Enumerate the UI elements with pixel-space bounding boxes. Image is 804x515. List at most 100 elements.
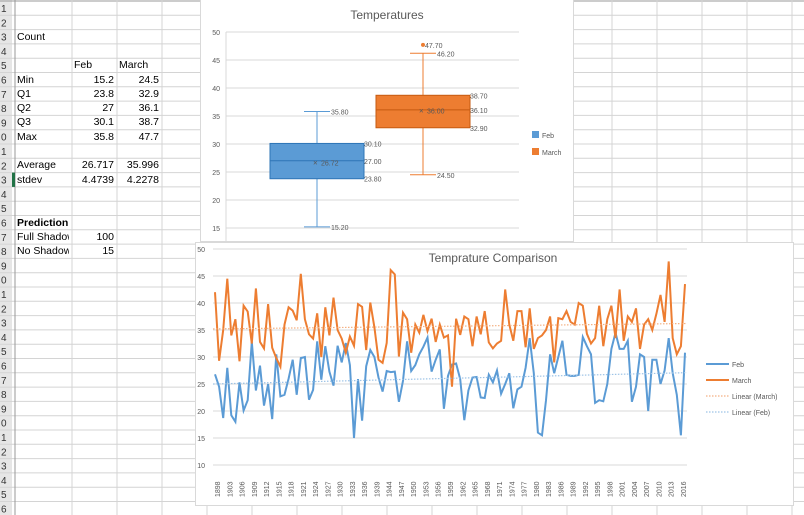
x-tick-label: 2010 bbox=[656, 481, 663, 497]
y-tick-label: 15 bbox=[197, 436, 205, 443]
header-march[interactable]: March bbox=[119, 59, 149, 72]
data-label-median: 27.00 bbox=[364, 159, 382, 166]
box-plot-svg: Temperatures 15 20 25 30 35 40 45 50 × 35.80 15.20 3… bbox=[212, 8, 562, 241]
stdev-march[interactable]: 4.2278 bbox=[126, 173, 159, 186]
stat-march[interactable]: 38.7 bbox=[138, 116, 159, 129]
row-number: 4 bbox=[1, 190, 7, 201]
x-tick-label: 1965 bbox=[473, 481, 480, 497]
stat-label[interactable]: Q1 bbox=[17, 87, 32, 100]
x-tick-label: 1927 bbox=[325, 481, 332, 497]
stat-label[interactable]: Q3 bbox=[17, 116, 32, 129]
y-tick-label: 25 bbox=[212, 170, 220, 177]
legend-label: Feb bbox=[732, 362, 744, 369]
stat-label[interactable]: Q2 bbox=[17, 102, 32, 115]
trendline bbox=[212, 322, 688, 330]
x-tick-label: 2007 bbox=[644, 481, 651, 497]
x-tick-label: 1903 bbox=[227, 481, 234, 497]
x-tick-label: 1998 bbox=[607, 481, 614, 497]
row-number: 2 bbox=[1, 304, 7, 315]
stat-label[interactable]: Max bbox=[17, 130, 37, 143]
y-tick-label: 30 bbox=[212, 142, 220, 149]
average-march[interactable]: 35.996 bbox=[126, 159, 159, 172]
x-tick-label: 1986 bbox=[558, 481, 565, 497]
average-label[interactable]: Average bbox=[17, 159, 56, 172]
data-label-mean: 36.00 bbox=[427, 108, 445, 115]
line-chart[interactable]: Temprature Comparison 10 15 20 25 30 35 40 45 50 1… bbox=[195, 242, 794, 506]
y-tick-label: 20 bbox=[212, 198, 220, 205]
data-label-min: 24.50 bbox=[437, 173, 455, 180]
x-tick-label: 1944 bbox=[387, 481, 394, 497]
row-number: 5 bbox=[1, 347, 7, 358]
data-label-outlier: 47.70 bbox=[425, 43, 443, 50]
row-number: 1 bbox=[1, 290, 7, 301]
box-march bbox=[375, 94, 471, 129]
x-tick-label: 2001 bbox=[620, 481, 627, 497]
stat-march[interactable]: 36.1 bbox=[138, 102, 159, 115]
x-tick-label: 1962 bbox=[460, 481, 467, 497]
row-number: 0 bbox=[1, 276, 7, 287]
row-number: 5 bbox=[1, 61, 7, 72]
stat-feb[interactable]: 27 bbox=[102, 102, 114, 115]
stdev-label[interactable]: stdev bbox=[17, 173, 43, 186]
data-label-q1: 23.80 bbox=[364, 177, 382, 184]
x-tick-label: 1950 bbox=[411, 481, 418, 497]
data-label-mean: 26.72 bbox=[321, 160, 339, 167]
stat-march[interactable]: 32.9 bbox=[138, 87, 159, 100]
y-tick-label: 50 bbox=[197, 247, 205, 254]
y-tick-label: 15 bbox=[212, 226, 220, 233]
x-tick-label: 1992 bbox=[583, 481, 590, 497]
row-number: 5 bbox=[1, 490, 7, 501]
row-number: 4 bbox=[1, 47, 7, 58]
stat-feb[interactable]: 15.2 bbox=[93, 73, 114, 86]
x-tick-label: 1980 bbox=[534, 481, 541, 497]
legend-swatch bbox=[532, 148, 539, 155]
stat-march[interactable]: 47.7 bbox=[138, 130, 159, 143]
x-tick-label: 1947 bbox=[399, 481, 406, 497]
box-plot-chart[interactable]: Temperatures 15 20 25 30 35 40 45 50 × 35.80 15.20 3… bbox=[200, 0, 574, 242]
row-number: 1 bbox=[1, 433, 7, 444]
prediction-value[interactable]: 100 bbox=[96, 230, 114, 243]
y-tick-label: 35 bbox=[197, 328, 205, 335]
stat-march[interactable]: 24.5 bbox=[138, 73, 159, 86]
legend-label: Linear (Feb) bbox=[732, 410, 770, 417]
cell-count-label[interactable]: Count bbox=[17, 30, 46, 43]
stat-label[interactable]: Min bbox=[17, 73, 34, 86]
row-number: 6 bbox=[1, 76, 7, 87]
stdev-feb[interactable]: 4.4739 bbox=[81, 173, 114, 186]
legend-label: March bbox=[732, 378, 752, 385]
x-tick-label: 2013 bbox=[669, 481, 676, 497]
prediction-label[interactable]: No Shadow bbox=[17, 245, 69, 258]
row-number: 3 bbox=[1, 33, 7, 44]
stat-feb[interactable]: 23.8 bbox=[93, 87, 114, 100]
stat-feb[interactable]: 35.8 bbox=[93, 130, 114, 143]
row-number: 7 bbox=[1, 376, 7, 387]
row-header-column bbox=[0, 0, 12, 515]
x-tick-label: 1939 bbox=[374, 481, 381, 497]
x-tick-label: 1909 bbox=[252, 481, 259, 497]
stat-feb[interactable]: 30.1 bbox=[93, 116, 114, 129]
legend-swatch bbox=[532, 131, 539, 138]
x-tick-label: 1924 bbox=[313, 481, 320, 497]
data-label-q1: 32.90 bbox=[470, 126, 488, 133]
row-number: 5 bbox=[1, 204, 7, 215]
y-tick-label: 40 bbox=[212, 86, 220, 93]
y-tick-label: 30 bbox=[197, 355, 205, 362]
row-number: 0 bbox=[1, 419, 7, 430]
x-tick-label: 1898 bbox=[215, 481, 222, 497]
data-label-max: 35.80 bbox=[331, 110, 349, 117]
row-number: 1 bbox=[1, 147, 7, 158]
x-tick-label: 1921 bbox=[301, 481, 308, 497]
x-tick-label: 1915 bbox=[276, 481, 283, 497]
x-tick-label: 2004 bbox=[632, 481, 639, 497]
prediction-value[interactable]: 15 bbox=[102, 245, 114, 258]
x-tick-label: 2016 bbox=[681, 481, 688, 497]
header-feb[interactable]: Feb bbox=[74, 59, 93, 72]
average-feb[interactable]: 26.717 bbox=[81, 159, 114, 172]
prediction-title[interactable]: Prediction bbox=[17, 216, 69, 229]
data-label-max: 46.20 bbox=[437, 51, 455, 58]
prediction-label[interactable]: Full Shadow bbox=[17, 230, 69, 243]
mean-marker: × bbox=[419, 106, 424, 115]
x-tick-label: 1959 bbox=[448, 481, 455, 497]
x-tick-label: 1974 bbox=[509, 481, 516, 497]
row-number: 3 bbox=[1, 319, 7, 330]
